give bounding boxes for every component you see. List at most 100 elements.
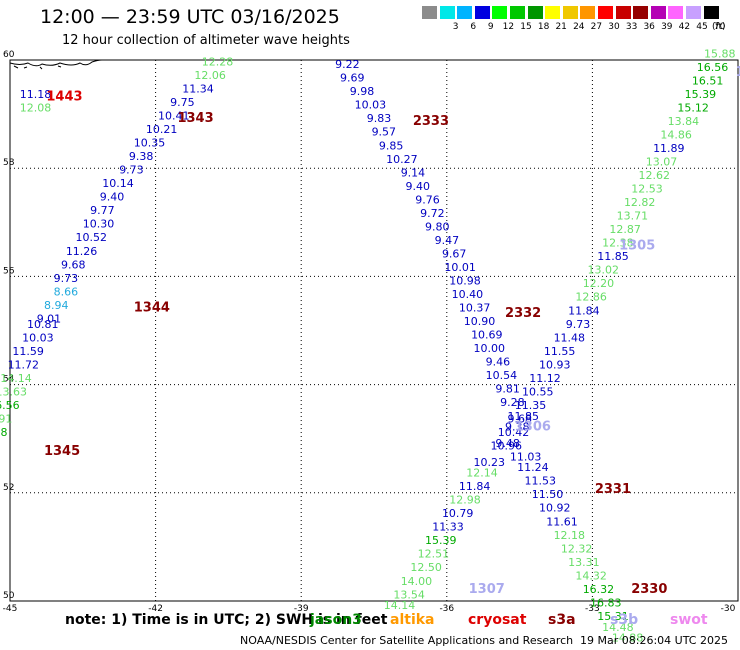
wave-height-value: 13.84 — [668, 115, 700, 128]
wave-height-value: 10.98 — [449, 275, 481, 288]
legend-swatch — [510, 6, 525, 19]
wave-height-value: 10.55 — [522, 385, 554, 398]
wave-height-value: 10.90 — [464, 315, 496, 328]
wave-height-value: 12.06 — [194, 69, 226, 82]
lat-tick-label: 56 — [3, 266, 15, 276]
wave-height-value: 12.82 — [624, 196, 656, 209]
wave-height-value: 10.27 — [386, 153, 418, 166]
wave-height-value: 11.33 — [432, 521, 464, 534]
lon-tick-label: -36 — [439, 604, 454, 614]
lat-tick-label: 60 — [3, 50, 15, 60]
wave-height-value: 14.14 — [384, 599, 416, 612]
wave-height-value: 11.26 — [66, 245, 98, 258]
pass-time-label: 1306 — [515, 420, 551, 435]
wave-height-value: 11.59 — [12, 345, 44, 358]
wave-height-value: 10.69 — [471, 329, 503, 342]
lat-tick-label: 54 — [3, 375, 15, 385]
wave-height-value: 11.85 — [597, 250, 629, 263]
wave-height-value: 9.40 — [100, 191, 125, 204]
legend-swatch-label: 9 — [487, 22, 494, 32]
pass-time-label: 130 — [736, 65, 740, 80]
wave-height-value: 12.87 — [609, 223, 641, 236]
lat-tick-label: 50 — [3, 591, 15, 601]
legend-swatch-label: 45 — [696, 22, 708, 32]
wave-height-value: 12.98 — [449, 494, 481, 507]
lon-tick-label: -42 — [148, 604, 163, 614]
map-frame — [9, 59, 739, 602]
legend-swatch — [633, 6, 649, 19]
wave-height-value: 10.30 — [83, 218, 115, 231]
legend-swatch — [457, 6, 473, 19]
wave-height-value: 10.52 — [76, 231, 108, 244]
wave-height-value: 10.14 — [102, 177, 134, 190]
wave-height-value: 11.12 — [529, 372, 561, 385]
wave-height-value: 14.86 — [660, 128, 692, 141]
wave-height-value: 9.22 — [335, 58, 360, 71]
wave-height-value: 9.68 — [507, 412, 532, 425]
wave-height-value: 9.77 — [90, 204, 115, 217]
wave-height-value: 10.42 — [498, 426, 530, 439]
wave-height-value: 10.03 — [355, 99, 387, 112]
wave-height-value: 9.69 — [340, 72, 365, 85]
wave-height-value: 10.54 — [486, 369, 518, 382]
wave-height-value: 11.50 — [532, 488, 564, 501]
wave-height-value: 9.46 — [486, 356, 511, 369]
pass-time-label: 1345 — [44, 444, 80, 459]
wave-height-value: 13.54 — [393, 588, 425, 601]
pass-time-label: 1305 — [619, 238, 655, 253]
legend-swatch-label: 33 — [625, 22, 638, 32]
lat-tick-label: 52 — [3, 483, 14, 493]
wave-height-value: 11.89 — [653, 142, 685, 155]
wave-height-value: 9.73 — [119, 164, 144, 177]
wave-height-value: 11.84 — [459, 480, 491, 493]
wave-height-value: 11.72 — [8, 358, 40, 371]
legend-swatch — [650, 6, 666, 19]
wave-height-value: 9.28 — [500, 396, 524, 409]
wave-height-value: 10.21 — [146, 123, 178, 136]
wave-height-value: 11.18 — [20, 88, 51, 101]
pass-time-label: 2331 — [595, 482, 631, 497]
wave-height-value: 9.75 — [170, 96, 195, 109]
legend-swatch-label: 39 — [661, 22, 673, 32]
wave-height-value: 10.92 — [539, 502, 571, 515]
wave-height-value: 15.39 — [425, 534, 457, 547]
wave-height-value: 16.28 — [0, 426, 8, 439]
wave-height-value: 15.88 — [704, 47, 736, 60]
wave-height-value: 10.79 — [442, 507, 474, 520]
wave-height-value: 11.85 — [507, 410, 539, 423]
lon-tick-label: -39 — [294, 604, 309, 614]
pass-time-label: 2333 — [413, 114, 449, 129]
satellite-name: swot — [670, 612, 708, 628]
legend-swatch-label: 70 — [713, 22, 726, 32]
map-subtitle: 12 hour collection of altimeter wave hei… — [62, 33, 350, 48]
legend-swatch-label: 6 — [470, 22, 477, 32]
pass-time-label: 2332 — [505, 306, 541, 321]
pass-time-label: 1344 — [134, 301, 170, 316]
legend-swatch-label: 12 — [502, 22, 515, 32]
wave-height-value: 14.14 — [0, 372, 32, 385]
wave-height-value: 9.47 — [435, 234, 460, 247]
legend-swatch — [439, 6, 455, 19]
legend-swatch-label: 15 — [520, 22, 532, 32]
wave-height-value: 16.51 — [692, 74, 724, 87]
wave-height-value: 9.80 — [425, 220, 450, 233]
wave-height-value: 12.20 — [583, 277, 615, 290]
wave-height-value: 12.32 — [561, 542, 593, 555]
lat-lon-grid — [10, 60, 738, 601]
legend-swatch — [562, 6, 578, 19]
lon-tick-label: -30 — [721, 604, 736, 614]
wave-height-value: 12.62 — [639, 169, 671, 182]
legend-swatch — [492, 6, 508, 19]
lon-tick-label: -45 — [3, 604, 18, 614]
wave-height-value: 12.18 — [554, 529, 586, 542]
wave-height-value: 14.32 — [575, 569, 607, 582]
wave-height-value: 12.53 — [631, 183, 663, 196]
wave-height-value: 9.38 — [505, 421, 530, 434]
wave-height-value: 10.01 — [444, 261, 476, 274]
wave-height-value: 9.01 — [37, 312, 62, 325]
wave-height-value: 13.07 — [646, 155, 678, 168]
wave-height-value: 16.56 — [697, 61, 729, 74]
wave-height-value: 16.83 — [590, 596, 622, 609]
wave-height-value: 11.55 — [544, 345, 576, 358]
